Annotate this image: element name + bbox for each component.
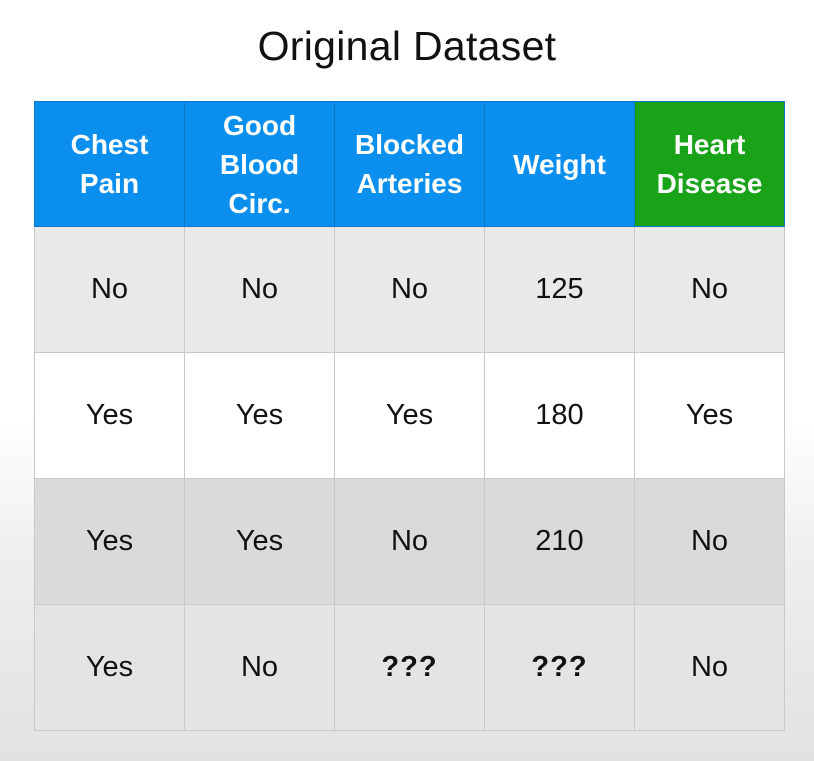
- table-row: Yes Yes No 210 No: [34, 478, 785, 605]
- cell-heart-disease: No: [634, 478, 785, 605]
- header-heart-disease: Heart Disease: [634, 101, 785, 227]
- diagram-title: Original Dataset: [257, 23, 557, 69]
- cell-chest-pain: No: [34, 226, 185, 353]
- cell-heart-disease: No: [634, 604, 785, 731]
- cell-good-blood-circ: Yes: [184, 352, 335, 479]
- cell-weight-missing: ???: [484, 604, 635, 731]
- cell-heart-disease: Yes: [634, 352, 785, 479]
- header-label: Good Blood Circ.: [219, 109, 300, 219]
- header-weight: Weight: [484, 101, 635, 227]
- header-label: Blocked Arteries: [355, 129, 464, 199]
- dataset-table: Chest Pain Good Blood Circ. Blocked Arteries…: [34, 101, 785, 731]
- cell-weight: 180: [484, 352, 635, 479]
- cell-weight: 125: [484, 226, 635, 353]
- header-label: Heart Disease: [656, 129, 763, 199]
- header-label: Weight: [513, 148, 606, 180]
- cell-good-blood-circ: No: [184, 604, 335, 731]
- cell-blocked-arteries: No: [334, 226, 485, 353]
- cell-blocked-arteries-missing: ???: [334, 604, 485, 731]
- cell-blocked-arteries: Yes: [334, 352, 485, 479]
- header-label: Chest Pain: [70, 129, 149, 199]
- cell-chest-pain: Yes: [34, 478, 185, 605]
- cell-chest-pain: Yes: [34, 352, 185, 479]
- cell-heart-disease: No: [634, 226, 785, 353]
- cell-good-blood-circ: No: [184, 226, 335, 353]
- header-chest-pain: Chest Pain: [34, 101, 185, 227]
- header-row: Chest Pain Good Blood Circ. Blocked Arteries…: [34, 101, 785, 227]
- header-good-blood-circ: Good Blood Circ.: [184, 101, 335, 227]
- cell-weight: 210: [484, 478, 635, 605]
- cell-good-blood-circ: Yes: [184, 478, 335, 605]
- table-row: Yes Yes Yes 180 Yes: [34, 352, 785, 479]
- cell-blocked-arteries: No: [334, 478, 485, 605]
- table-row: Yes No ??? ??? No: [34, 604, 785, 731]
- cell-chest-pain: Yes: [34, 604, 185, 731]
- header-blocked-arteries: Blocked Arteries: [334, 101, 485, 227]
- table-row: No No No 125 No: [34, 226, 785, 353]
